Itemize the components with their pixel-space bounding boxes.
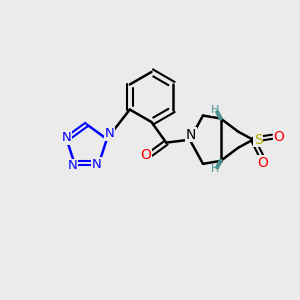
Text: N: N (91, 158, 101, 171)
Text: O: O (140, 148, 151, 162)
Text: N: N (62, 131, 71, 144)
Text: H: H (211, 164, 220, 174)
Text: N: N (105, 127, 115, 140)
Text: H: H (211, 105, 220, 115)
Text: O: O (273, 130, 284, 144)
Text: S: S (254, 133, 263, 147)
Text: N: N (68, 159, 78, 172)
Text: O: O (258, 156, 268, 170)
Text: N: N (186, 128, 196, 142)
